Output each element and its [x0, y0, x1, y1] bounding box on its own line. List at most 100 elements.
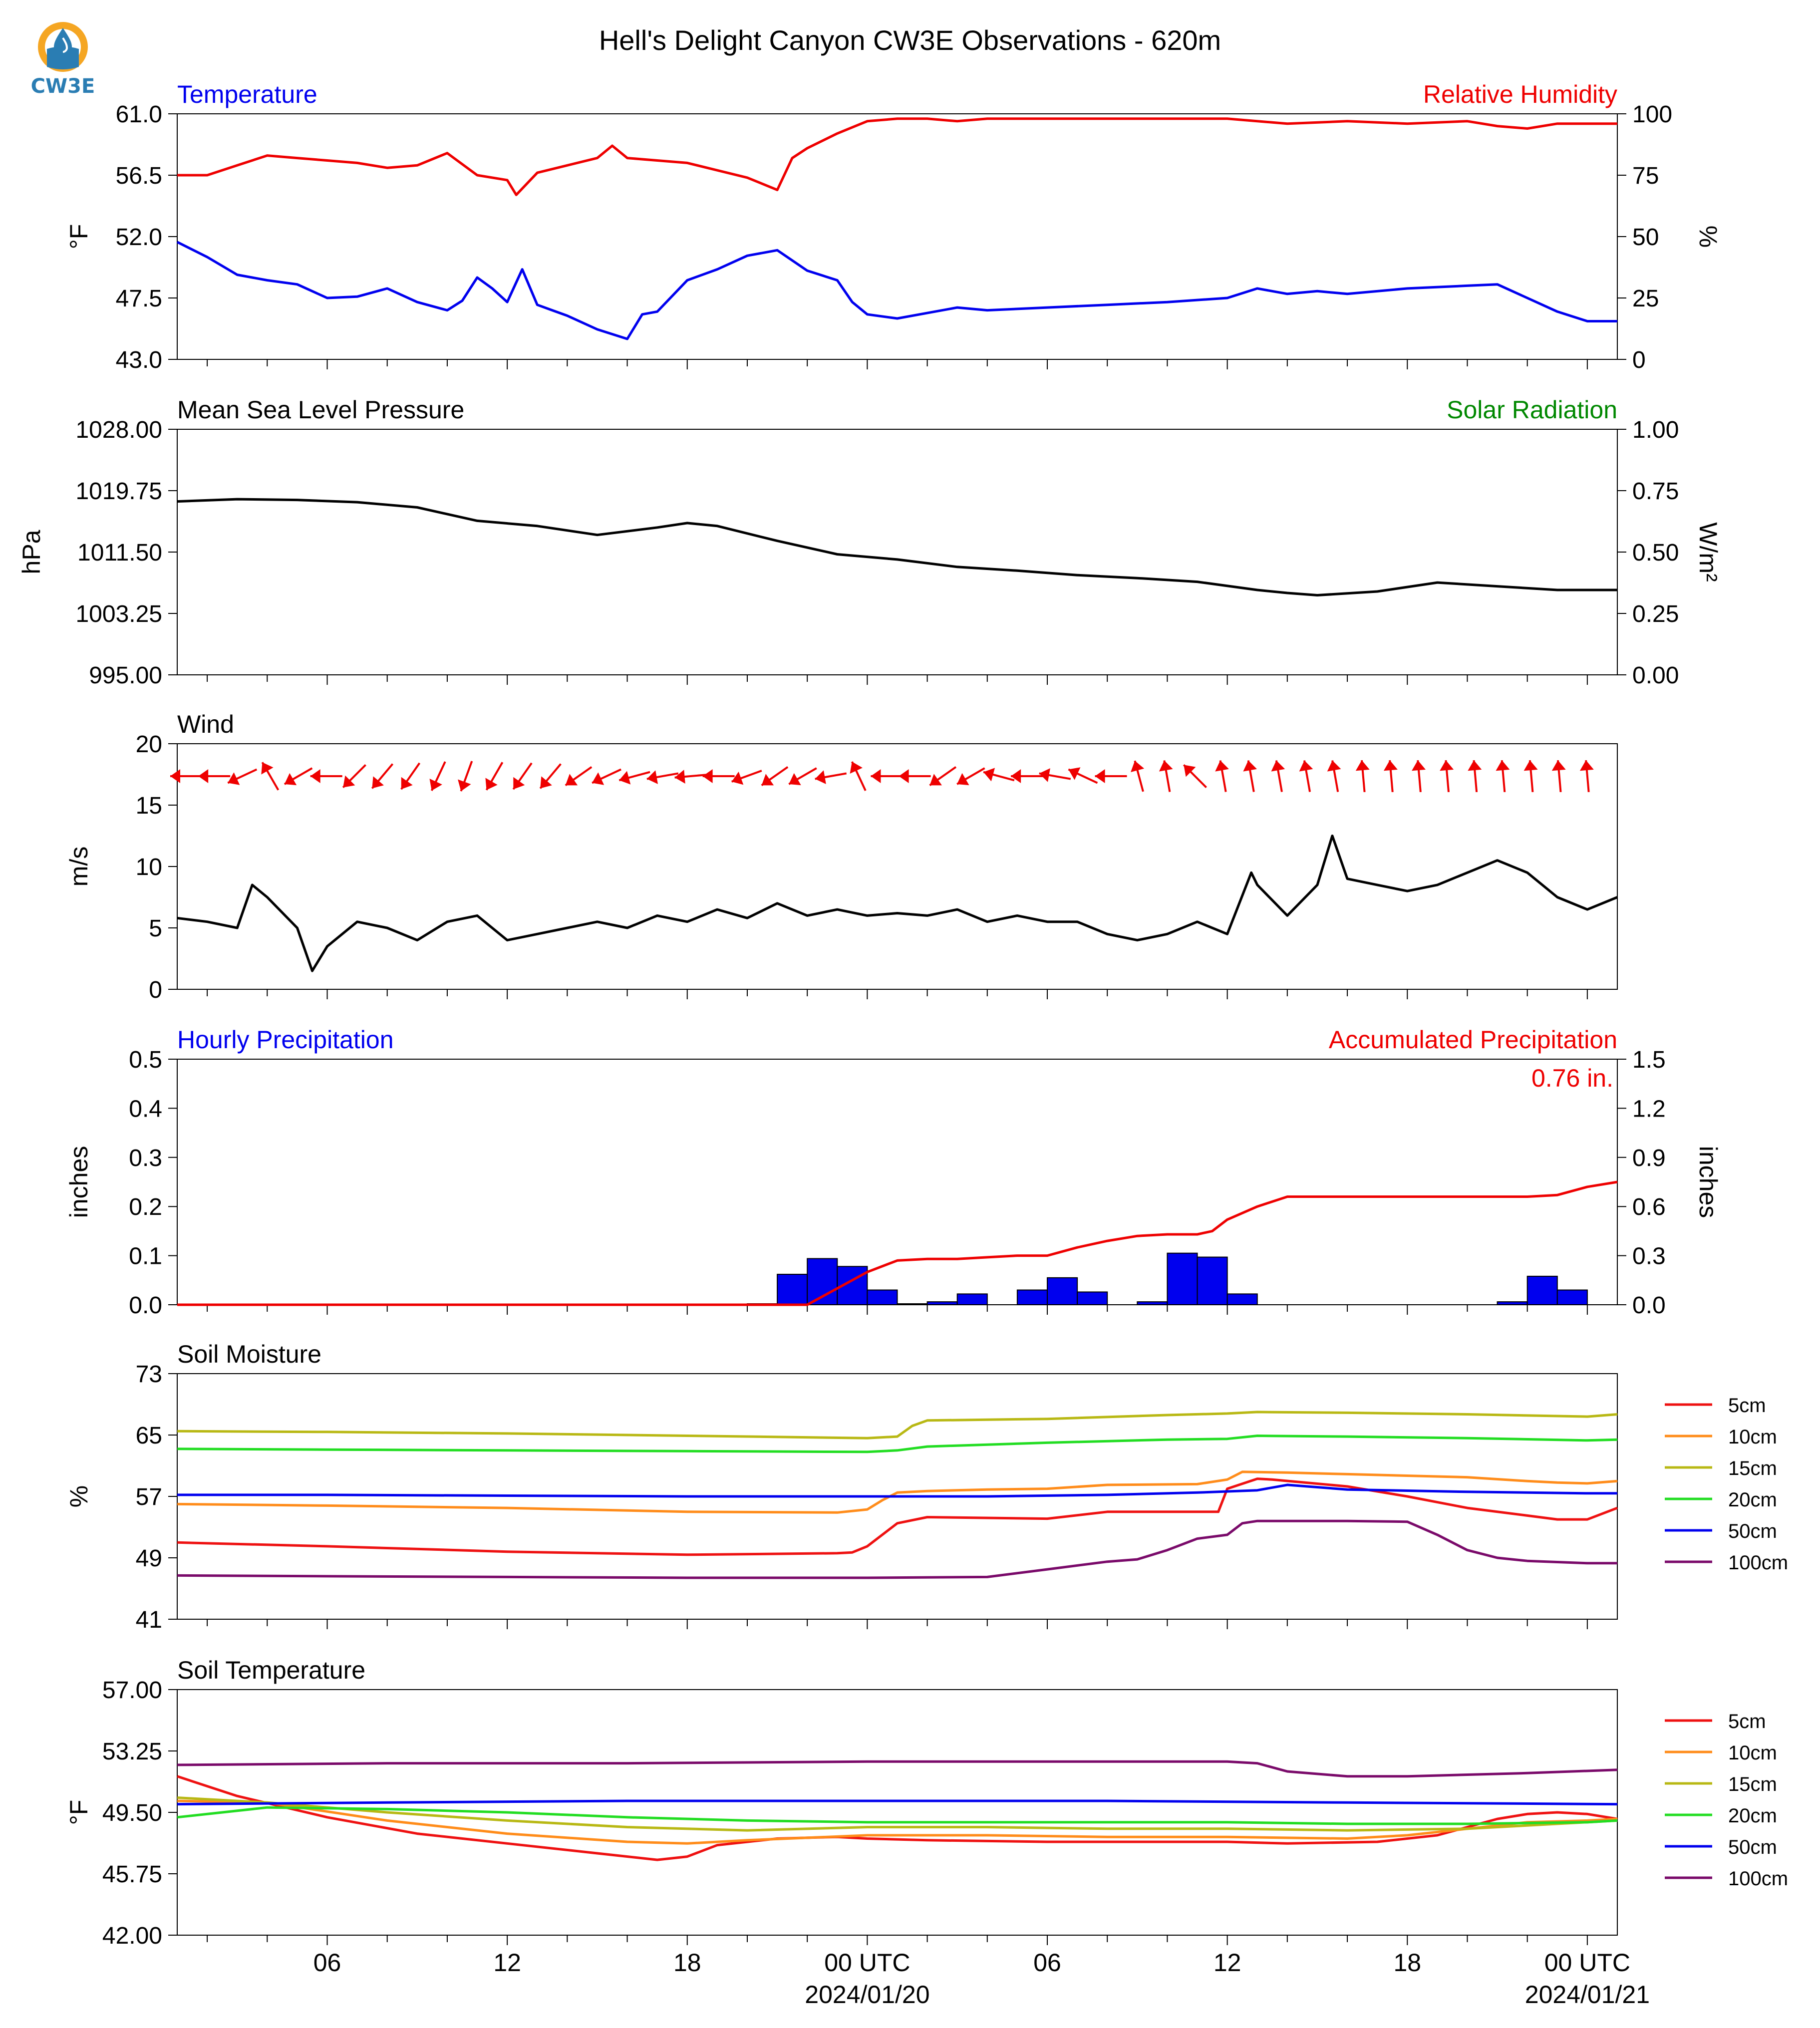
wind-arrow [1440, 760, 1454, 793]
series-line-Accumulated Precipitation [177, 1180, 1618, 1306]
wind-arrow [261, 762, 280, 791]
wind-arrow [170, 769, 203, 783]
plot-frame [177, 429, 1618, 675]
y-tick-label-right: 1.5 [1632, 1047, 1666, 1073]
y-tick-label-right: 0.50 [1632, 540, 1679, 566]
precip-bar [1167, 1252, 1198, 1305]
y-tick-label-left: 5 [149, 915, 162, 942]
series-line-humidity [177, 117, 1617, 196]
y-tick-label-left: 10 [136, 854, 162, 880]
y-tick-label-right: 0.3 [1632, 1243, 1666, 1270]
precip-bar [1077, 1291, 1108, 1306]
legend-label: 15cm [1728, 1773, 1777, 1795]
wind-arrow [1579, 760, 1594, 793]
y-axis-label-right: W/m² [1694, 522, 1722, 581]
wind-arrow-head [815, 770, 826, 784]
wind-arrow [788, 767, 817, 786]
y-tick-label-left: 73 [136, 1361, 162, 1388]
wind-arrow-head [1412, 760, 1426, 771]
y-axis-label-left: °F [65, 224, 93, 250]
wind-arrow-head [702, 769, 713, 783]
precip-bar [1497, 1301, 1528, 1305]
wind-arrow-head [1523, 760, 1538, 771]
y-tick-label-right: 1.00 [1632, 417, 1679, 443]
wind-arrow-head [1095, 769, 1105, 783]
wind-arrow [565, 766, 593, 786]
wind-arrow [983, 768, 1015, 782]
wind-arrow-head [1243, 760, 1257, 772]
wind-arrow [592, 768, 621, 785]
wind-arrow-head [1159, 760, 1173, 772]
y-tick-label-right: 25 [1632, 286, 1659, 312]
precip-bar [1526, 1275, 1558, 1305]
legend-label: 100cm [1728, 1868, 1788, 1890]
y-tick-label-right: 50 [1632, 224, 1659, 251]
legend-item-50cm: 50cm [1665, 1836, 1777, 1858]
wind-arrow [1243, 760, 1257, 792]
y-tick-label-right: 0.6 [1632, 1194, 1666, 1220]
x-tick-label: 00 UTC [1544, 1949, 1630, 1977]
wind-arrow-head [1184, 765, 1196, 777]
x-tick-label: 00 UTC [824, 1949, 910, 1977]
y-tick-label-left: 65 [136, 1423, 162, 1449]
wind-arrow-head [1355, 760, 1370, 771]
wind-arrow [1412, 760, 1426, 793]
wind-arrow-head [284, 773, 297, 786]
wind-arrow [1299, 760, 1313, 792]
precip-bar [1556, 1289, 1588, 1305]
wind-arrow-head [372, 776, 384, 789]
wind-arrow [674, 770, 707, 784]
x-date-label: 2024/01/20 [805, 1981, 929, 2009]
wind-arrow [1551, 760, 1566, 793]
series-line-pressure [177, 498, 1617, 596]
wind-arrow [371, 763, 394, 789]
y-tick-label-right: 100 [1632, 101, 1672, 128]
wind-arrow-head [261, 762, 274, 775]
panel-title-left: Wind [177, 710, 234, 738]
y-tick-label-left: 56.5 [116, 163, 162, 189]
panel-temperature: Temperature Relative Humidity 43.0 47.5 52.0… [65, 80, 1722, 373]
wind-arrow-head [899, 769, 909, 783]
y-tick-label-left: 995.00 [89, 662, 162, 689]
y-tick-label-left: 57 [136, 1484, 162, 1510]
panel-mean-sea-level-pressure: Mean Sea Level Pressure Solar Radiation 99… [17, 396, 1722, 689]
legend-label: 50cm [1728, 1520, 1777, 1542]
wind-arrow-head [1271, 760, 1285, 772]
y-axis-label-right: % [1694, 226, 1722, 248]
wind-arrow [956, 767, 985, 786]
wind-arrow [458, 761, 473, 792]
panel-title-left: Soil Moisture [177, 1340, 321, 1368]
y-tick-label-left: 1019.75 [75, 478, 162, 505]
y-tick-label-left: 0 [149, 977, 162, 1003]
wind-arrow-head [983, 768, 995, 782]
legend-label: 10cm [1728, 1426, 1777, 1448]
legend-label: 15cm [1728, 1457, 1777, 1479]
panel-title-right: Solar Radiation [1447, 396, 1617, 424]
y-tick-label-left: 0.5 [129, 1047, 162, 1073]
y-axis-label-left: % [65, 1485, 93, 1507]
series-line-50cm [177, 1483, 1617, 1498]
y-tick-label-left: 57.00 [102, 1677, 162, 1704]
wind-arrow-head [674, 770, 685, 784]
wind-arrow [1355, 760, 1370, 793]
legend-label: 10cm [1728, 1742, 1777, 1764]
legend-item-50cm: 50cm [1665, 1520, 1777, 1542]
panel-title-right: Accumulated Precipitation [1329, 1026, 1617, 1054]
legend-item-100cm: 100cm [1665, 1552, 1788, 1574]
legend-label: 100cm [1728, 1552, 1788, 1574]
x-tick-label: 12 [493, 1949, 521, 1977]
panel-title-left: Mean Sea Level Pressure [177, 396, 464, 424]
plot-frame [177, 113, 1618, 360]
legend-item-100cm: 100cm [1665, 1868, 1788, 1890]
wind-arrow-head [789, 773, 801, 786]
wind-arrow-head [1496, 760, 1510, 771]
wind-arrow [284, 767, 313, 786]
wind-arrow [1068, 767, 1098, 784]
legend-label: 50cm [1728, 1836, 1777, 1858]
y-tick-label-left: 49 [136, 1545, 162, 1572]
wind-arrow-head [871, 769, 881, 783]
y-axis-label-left: °F [65, 1800, 93, 1825]
wind-arrow [646, 770, 679, 784]
panel-soil-moisture: Soil Moisture 41 49 57 65 73% 5cm 10cm 15cm 20cm 5… [65, 1340, 1788, 1633]
y-tick-label-left: 1003.25 [75, 601, 162, 627]
